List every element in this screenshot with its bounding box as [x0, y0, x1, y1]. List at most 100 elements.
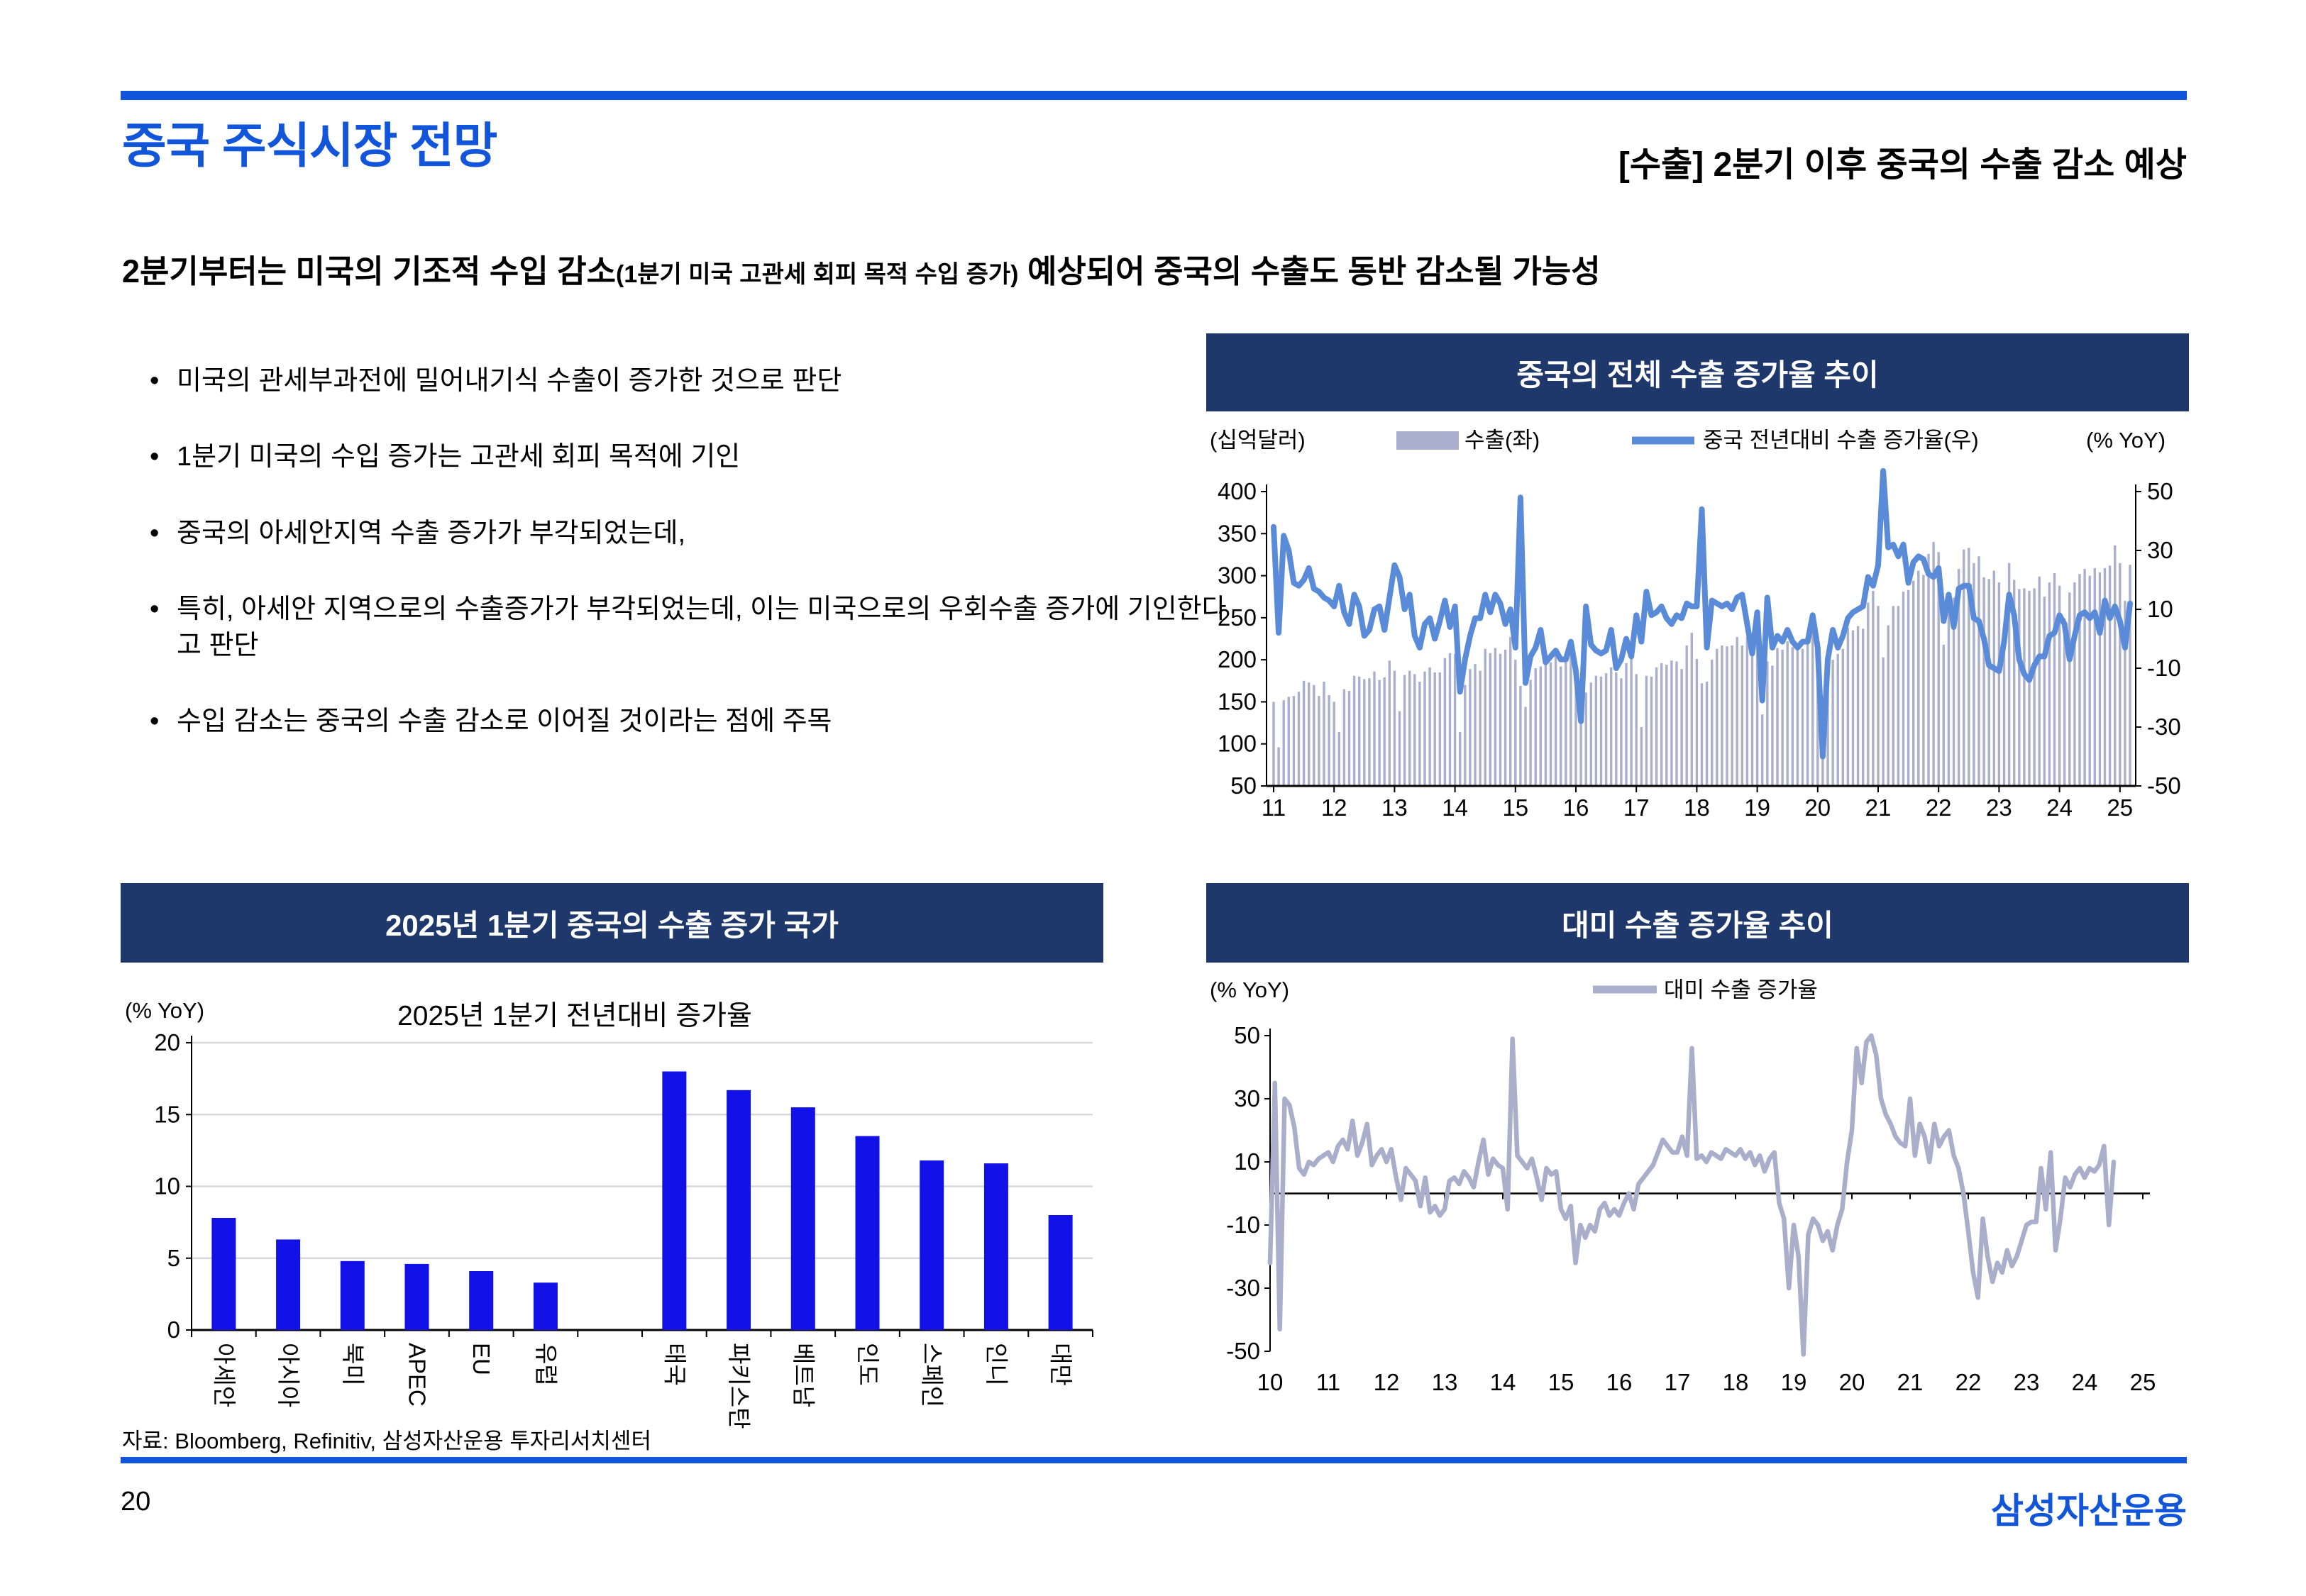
svg-text:250: 250 [1218, 604, 1257, 631]
svg-text:20: 20 [1839, 1369, 1865, 1395]
svg-text:19: 19 [1781, 1369, 1807, 1395]
bullet-item: 수입 감소는 중국의 수출 감소로 이어질 것이라는 점에 주목 [145, 704, 1231, 741]
svg-text:30: 30 [2147, 537, 2173, 563]
subtitle: 2분기부터는 미국의 기조적 수입 감소(1분기 미국 고관세 회피 목적 수입… [122, 245, 2187, 292]
svg-text:15: 15 [1502, 794, 1528, 821]
svg-text:22: 22 [1926, 794, 1952, 821]
svg-text:16: 16 [1563, 794, 1589, 821]
svg-text:태국: 태국 [661, 1343, 688, 1386]
svg-text:13: 13 [1381, 794, 1408, 821]
svg-text:-10: -10 [1226, 1212, 1260, 1238]
svg-text:5: 5 [167, 1245, 180, 1271]
svg-text:14: 14 [1442, 794, 1468, 821]
svg-text:북미: 북미 [340, 1343, 366, 1386]
svg-text:21: 21 [1897, 1369, 1924, 1395]
top-divider [121, 91, 2187, 100]
svg-text:200: 200 [1218, 646, 1257, 672]
svg-text:18: 18 [1723, 1369, 1749, 1395]
svg-text:50: 50 [2147, 478, 2173, 504]
page-title: 중국 주식시장 전망 [122, 119, 497, 173]
svg-text:23: 23 [2014, 1369, 2040, 1395]
company-logo: 삼성자산운용 [1991, 1491, 2187, 1531]
svg-text:14: 14 [1490, 1369, 1516, 1395]
svg-text:대만: 대만 [1048, 1343, 1074, 1386]
svg-text:10: 10 [1234, 1148, 1260, 1175]
svg-text:0: 0 [167, 1317, 180, 1343]
svg-text:아시아: 아시아 [275, 1343, 302, 1407]
chart3-canvas-us-export-line: 50 30 10 -10 -30 -50 10 11 12 13 14 15 16 17 18 19 20 21 2… [1210, 977, 2156, 1395]
svg-text:인도: 인도 [855, 1343, 881, 1386]
svg-text:100: 100 [1218, 731, 1257, 757]
svg-text:25: 25 [2130, 1369, 2156, 1395]
svg-text:11: 11 [1316, 1369, 1340, 1395]
svg-text:24: 24 [2046, 794, 2073, 821]
svg-text:19: 19 [1744, 794, 1770, 821]
chart2-canvas-country-bars: 0 5 10 15 20 아세안 아시아 북미 APEC EU 유럽 태국 파키스탄 베트남 인도 스페인 인니… [125, 998, 1093, 1429]
svg-text:(% YoY): (% YoY) [2086, 428, 2166, 453]
svg-text:(% YoY): (% YoY) [1210, 977, 1289, 1002]
svg-text:12: 12 [1321, 794, 1347, 821]
svg-text:25: 25 [2107, 794, 2133, 821]
svg-text:12: 12 [1374, 1369, 1400, 1395]
svg-text:300: 300 [1218, 563, 1257, 589]
svg-text:-30: -30 [2147, 714, 2181, 740]
svg-text:15: 15 [1548, 1369, 1574, 1395]
svg-text:베트남: 베트남 [790, 1343, 817, 1407]
svg-text:50: 50 [1234, 1022, 1260, 1048]
svg-text:350: 350 [1218, 520, 1257, 546]
svg-text:EU: EU [468, 1343, 495, 1375]
svg-text:10: 10 [154, 1173, 180, 1199]
svg-text:인니: 인니 [983, 1343, 1010, 1386]
bullet-list: 미국의 관세부과전에 밀어내기식 수출이 증가한 것으로 판단 1분기 미국의 … [145, 363, 1231, 780]
svg-text:400: 400 [1218, 478, 1257, 504]
svg-text:10: 10 [2147, 596, 2173, 622]
chart1-canvas-total-export: 400 350 300 250 200 150 100 50 50 30 10 -10 -30 -50 11… [1210, 428, 2181, 821]
svg-text:20: 20 [1804, 794, 1831, 821]
svg-text:-50: -50 [2147, 772, 2181, 799]
section-header: [수출] 2분기 이후 중국의 수출 감소 예상 [1618, 146, 2187, 184]
svg-text:23: 23 [1986, 794, 2012, 821]
svg-text:18: 18 [1684, 794, 1710, 821]
svg-text:10: 10 [1257, 1369, 1284, 1395]
chart3-header: 대미 수출 증가율 추이 [1206, 883, 2189, 963]
svg-text:50: 50 [1230, 772, 1257, 799]
bottom-divider [121, 1457, 2187, 1463]
svg-text:(% YoY): (% YoY) [125, 998, 204, 1023]
svg-text:2025년 1분기 전년대비 증가율: 2025년 1분기 전년대비 증가율 [397, 1001, 752, 1031]
svg-text:17: 17 [1665, 1369, 1691, 1395]
bullet-item: 중국의 아세안지역 수출 증가가 부각되었는데, [145, 516, 1231, 553]
svg-text:15: 15 [154, 1101, 180, 1127]
svg-text:-50: -50 [1226, 1338, 1260, 1364]
subtitle-paren: (1분기 미국 고관세 회피 목적 수입 증가) [616, 261, 1019, 288]
svg-text:30: 30 [1234, 1085, 1260, 1112]
svg-text:중국 전년대비 수출 증가율(우): 중국 전년대비 수출 증가율(우) [1703, 428, 1979, 453]
bullet-item: 특히, 아세안 지역으로의 수출증가가 부각되었는데, 이는 미국으로의 우회수… [145, 592, 1231, 665]
svg-text:17: 17 [1623, 794, 1650, 821]
svg-text:-30: -30 [1226, 1275, 1260, 1301]
bullet-item: 미국의 관세부과전에 밀어내기식 수출이 증가한 것으로 판단 [145, 363, 1231, 400]
svg-text:21: 21 [1865, 794, 1892, 821]
source-note: 자료: Bloomberg, Refinitiv, 삼성자산운용 투자리서치센터 [122, 1429, 651, 1453]
chart1-header: 중국의 전체 수출 증가율 추이 [1206, 333, 2189, 411]
svg-text:대미 수출 증가율: 대미 수출 증가율 [1664, 977, 1818, 1002]
svg-text:11: 11 [1262, 794, 1286, 821]
page-number: 20 [121, 1487, 151, 1517]
svg-text:파키스탄: 파키스탄 [726, 1343, 752, 1429]
svg-text:수출(좌): 수출(좌) [1464, 428, 1540, 453]
svg-text:22: 22 [1955, 1369, 1982, 1395]
svg-text:150: 150 [1218, 688, 1257, 714]
svg-text:APEC: APEC [404, 1343, 431, 1407]
svg-text:(십억달러): (십억달러) [1210, 428, 1306, 453]
svg-text:13: 13 [1432, 1369, 1458, 1395]
svg-text:-10: -10 [2147, 655, 2181, 681]
svg-text:아세안: 아세안 [211, 1343, 237, 1407]
svg-text:20: 20 [154, 1029, 180, 1055]
subtitle-tail: 예상되어 중국의 수출도 동반 감소될 가능성 [1018, 253, 1601, 289]
bullet-item: 1분기 미국의 수입 증가는 고관세 회피 목적에 기인 [145, 439, 1231, 476]
subtitle-main: 2분기부터는 미국의 기조적 수입 감소 [122, 253, 617, 289]
svg-text:유럽: 유럽 [533, 1343, 559, 1386]
chart2-header: 2025년 1분기 중국의 수출 증가 국가 [121, 883, 1103, 963]
svg-text:16: 16 [1606, 1369, 1633, 1395]
svg-text:24: 24 [2072, 1369, 2098, 1395]
